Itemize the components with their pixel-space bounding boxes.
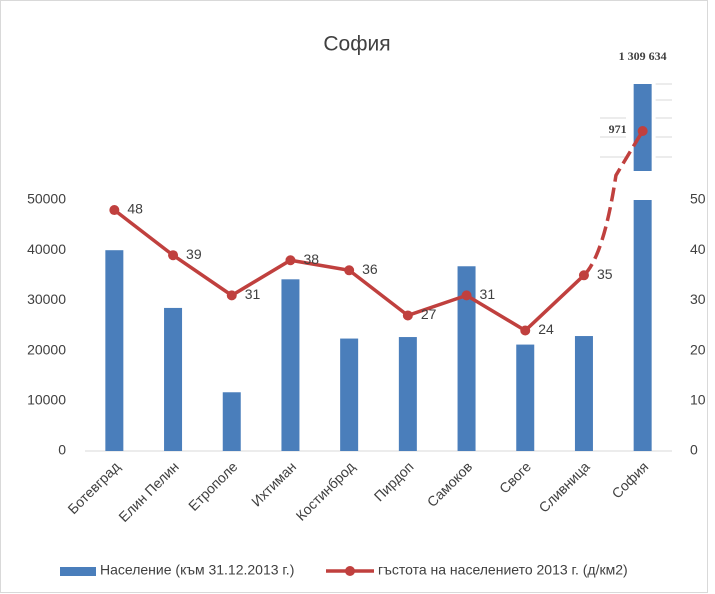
legend-swatch [60, 567, 96, 576]
line-value-label: 35 [597, 266, 613, 282]
bar [164, 307, 183, 451]
legend-swatch [345, 566, 355, 576]
line-marker [461, 290, 472, 301]
line-value-label: 24 [538, 321, 554, 337]
y2-tick-label: 0 [690, 442, 698, 458]
y2-tick-label: 20 [690, 341, 706, 357]
line-marker [226, 290, 237, 301]
line-value-label: 27 [421, 306, 437, 322]
line-value-label: 971 [609, 122, 627, 136]
y-tick-label: 0 [58, 442, 66, 458]
line-marker [285, 255, 296, 266]
line-marker [637, 126, 648, 136]
bar [633, 200, 652, 451]
y2-tick-label: 40 [690, 241, 706, 257]
line-value-label: 36 [362, 261, 378, 277]
bar-value-label: 1 309 634 [619, 49, 667, 63]
line-value-label: 31 [245, 286, 261, 302]
y-tick-label: 10000 [27, 392, 66, 408]
y2-tick-label: 10 [690, 392, 706, 408]
bar [516, 344, 535, 451]
y-tick-label: 40000 [27, 241, 66, 257]
y2-tick-label: 30 [690, 291, 706, 307]
y-tick-label: 30000 [27, 291, 66, 307]
line-marker [402, 310, 413, 321]
legend-label: Население (към 31.12.2013 г.) [100, 562, 294, 578]
bar [574, 336, 593, 451]
line-value-label: 31 [480, 286, 496, 302]
bar [222, 392, 241, 451]
line-marker [578, 270, 589, 281]
line-value-label: 48 [127, 201, 143, 217]
line-value-label: 38 [303, 251, 319, 267]
bar [457, 266, 476, 451]
y-tick-label: 20000 [27, 341, 66, 357]
bar [281, 279, 300, 451]
line-marker [520, 325, 531, 336]
bar [340, 338, 359, 451]
line-marker [344, 265, 355, 276]
bar [105, 250, 124, 451]
y2-tick-label: 50 [690, 191, 706, 207]
line-value-label: 39 [186, 246, 202, 262]
y-tick-label: 50000 [27, 191, 66, 207]
line-break-segment [582, 130, 645, 277]
bar [398, 337, 417, 451]
chart-title: София [323, 33, 390, 56]
legend-label: гъстота на населението 2013 г. (д/км2) [378, 562, 628, 578]
line-marker [109, 205, 120, 216]
line-marker [168, 250, 179, 261]
